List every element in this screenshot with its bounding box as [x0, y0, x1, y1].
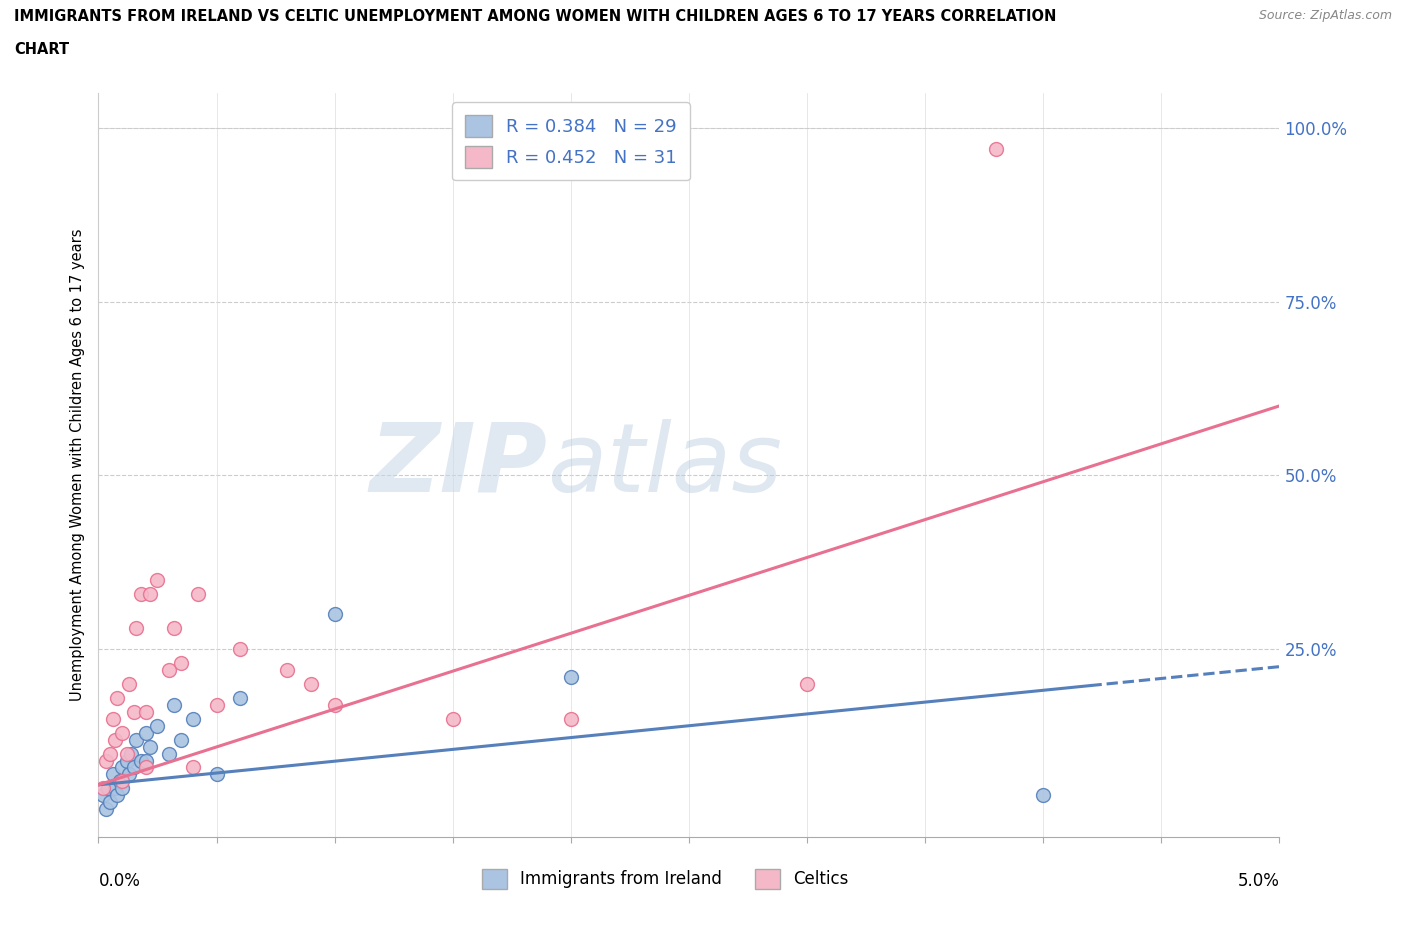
Text: ZIP: ZIP — [370, 418, 547, 512]
Point — [163, 621, 186, 636]
Point — [94, 753, 117, 768]
Point — [441, 711, 464, 726]
Point — [146, 572, 169, 587]
Point — [181, 711, 204, 726]
Point — [118, 677, 141, 692]
Point — [101, 767, 124, 782]
Point — [276, 663, 298, 678]
Point — [1032, 788, 1054, 803]
Point — [157, 663, 180, 678]
Point — [139, 586, 162, 601]
Text: CHART: CHART — [14, 42, 69, 57]
Point — [129, 753, 152, 768]
Point — [118, 767, 141, 782]
Y-axis label: Unemployment Among Women with Children Ages 6 to 17 years: Unemployment Among Women with Children A… — [70, 229, 86, 701]
Point — [91, 788, 114, 803]
Point — [104, 732, 127, 747]
Point — [560, 670, 582, 684]
Point — [98, 795, 121, 810]
Point — [170, 732, 193, 747]
Point — [125, 732, 148, 747]
Point — [111, 725, 134, 740]
Text: Source: ZipAtlas.com: Source: ZipAtlas.com — [1258, 9, 1392, 22]
Legend: Immigrants from Ireland, Celtics: Immigrants from Ireland, Celtics — [475, 862, 856, 896]
Point — [105, 690, 128, 705]
Point — [135, 725, 157, 740]
Point — [98, 746, 121, 761]
Point — [108, 774, 131, 789]
Point — [984, 141, 1007, 156]
Point — [157, 746, 180, 761]
Point — [111, 781, 134, 796]
Point — [115, 746, 138, 761]
Point — [229, 642, 252, 657]
Point — [181, 760, 204, 775]
Point — [323, 607, 346, 622]
Point — [121, 746, 143, 761]
Text: IMMIGRANTS FROM IRELAND VS CELTIC UNEMPLOYMENT AMONG WOMEN WITH CHILDREN AGES 6 : IMMIGRANTS FROM IRELAND VS CELTIC UNEMPL… — [14, 9, 1056, 24]
Point — [94, 802, 117, 817]
Point — [299, 677, 322, 692]
Point — [111, 774, 134, 789]
Point — [91, 781, 114, 796]
Point — [135, 704, 157, 719]
Point — [97, 781, 120, 796]
Text: 0.0%: 0.0% — [98, 871, 141, 890]
Point — [135, 753, 157, 768]
Point — [187, 586, 209, 601]
Point — [323, 698, 346, 712]
Text: 5.0%: 5.0% — [1237, 871, 1279, 890]
Text: atlas: atlas — [547, 418, 782, 512]
Point — [139, 739, 162, 754]
Point — [101, 711, 124, 726]
Point — [122, 704, 145, 719]
Point — [125, 621, 148, 636]
Point — [111, 760, 134, 775]
Point — [205, 698, 228, 712]
Point — [560, 711, 582, 726]
Point — [129, 586, 152, 601]
Point — [105, 788, 128, 803]
Point — [115, 753, 138, 768]
Point — [163, 698, 186, 712]
Point — [229, 690, 252, 705]
Point — [170, 656, 193, 671]
Point — [104, 781, 127, 796]
Point — [796, 677, 818, 692]
Point — [122, 760, 145, 775]
Point — [205, 767, 228, 782]
Point — [135, 760, 157, 775]
Point — [146, 718, 169, 733]
